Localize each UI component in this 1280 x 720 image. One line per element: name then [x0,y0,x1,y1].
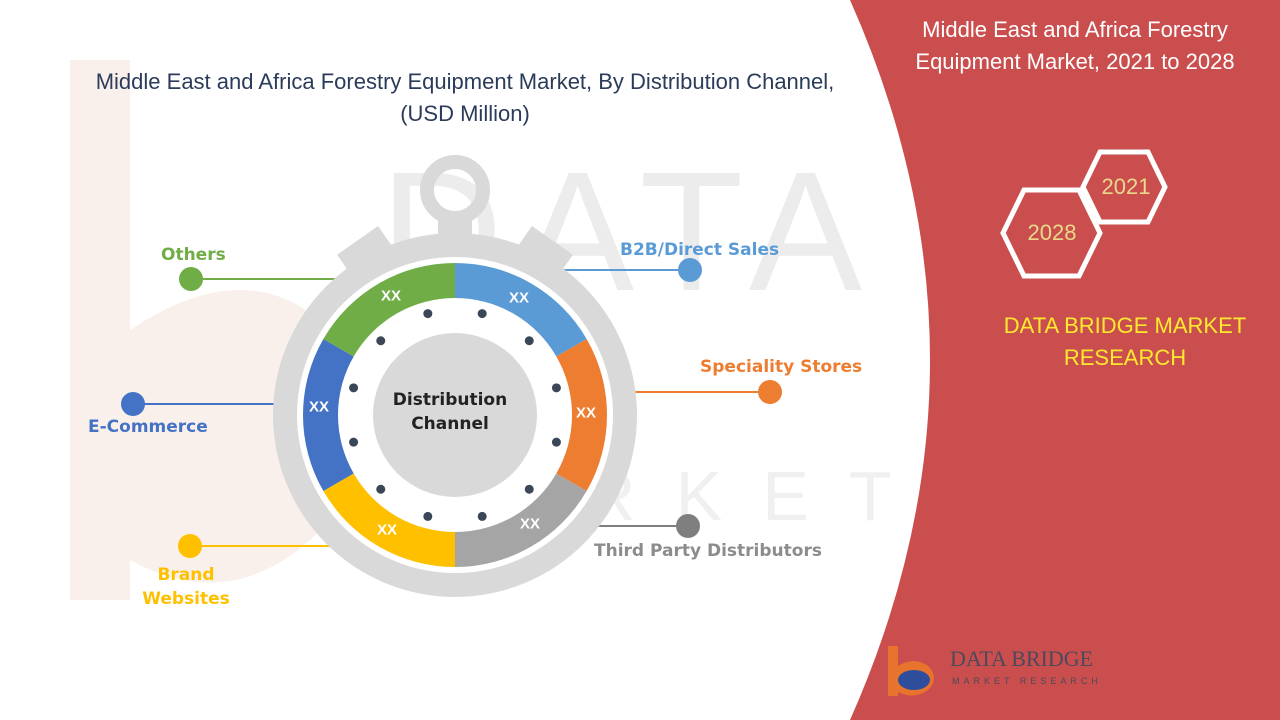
brand-text: DATA BRIDGE MARKET RESEARCH [1003,313,1247,370]
tick-dot [349,383,359,393]
stopwatch-handle-ring [420,155,490,225]
tick-dot [477,511,487,521]
label-e-commerce: E-Commerce [88,417,208,437]
value-label-third-party: XX [519,515,541,533]
label-others: Others [161,245,226,265]
ring-segment-e-commerce [303,339,354,491]
connector-marker [678,258,702,282]
hex-2028-shape [1000,187,1103,279]
value-label-brand: XX [376,521,398,539]
tick-dot [423,511,433,521]
chart-title: Middle East and Africa Forestry Equipmen… [95,69,835,126]
year-2028: 2028 [1027,220,1077,245]
ring-segment-brand-websites [323,473,455,567]
label-speciality-stores: Speciality Stores [700,357,863,377]
center-disc [373,333,537,497]
ring-segment-third-party-distributors [455,473,587,567]
tick-dot [423,309,433,319]
tick-dot [349,437,359,447]
stopwatch-right-button [517,226,573,276]
tick-dot [376,336,386,346]
connector-marker [758,380,782,404]
connector-marker [178,534,202,558]
value-label-b2b: XX [508,289,530,307]
center-label: Distribution Channel [392,390,508,434]
tick-dot [524,484,534,494]
hex-2021-shape [1080,149,1168,225]
value-label-ecommerce: XX [308,398,330,416]
ring-segment-speciality-stores [556,339,607,491]
connector-marker [676,514,700,538]
value-label-others: XX [380,287,402,305]
tick-dot [551,383,561,393]
logo-icon [888,646,934,696]
tick-dot [477,309,487,319]
connector-marker [179,267,203,291]
label-third-party-distributors: Third Party Distributors [594,541,822,561]
stopwatch-left-button [337,226,393,276]
label-b2b-direct-sales: B2B/Direct Sales [620,240,780,260]
tick-dot [551,437,561,447]
tick-dot [524,336,534,346]
ring-segment-b2b-direct-sales [455,263,587,357]
label-brand-websites: Brand Websites [142,565,230,609]
panel-title: Middle East and Africa Forestry Equipmen… [915,17,1235,74]
logo-subtitle: MARKET RESEARCH [952,676,1102,686]
value-label-speciality: XX [575,404,597,422]
tick-dot [376,484,386,494]
connector-marker [121,392,145,416]
ring-segment-others [323,263,455,357]
year-2021: 2021 [1101,174,1151,199]
logo-name: DATA BRIDGE [950,646,1094,671]
